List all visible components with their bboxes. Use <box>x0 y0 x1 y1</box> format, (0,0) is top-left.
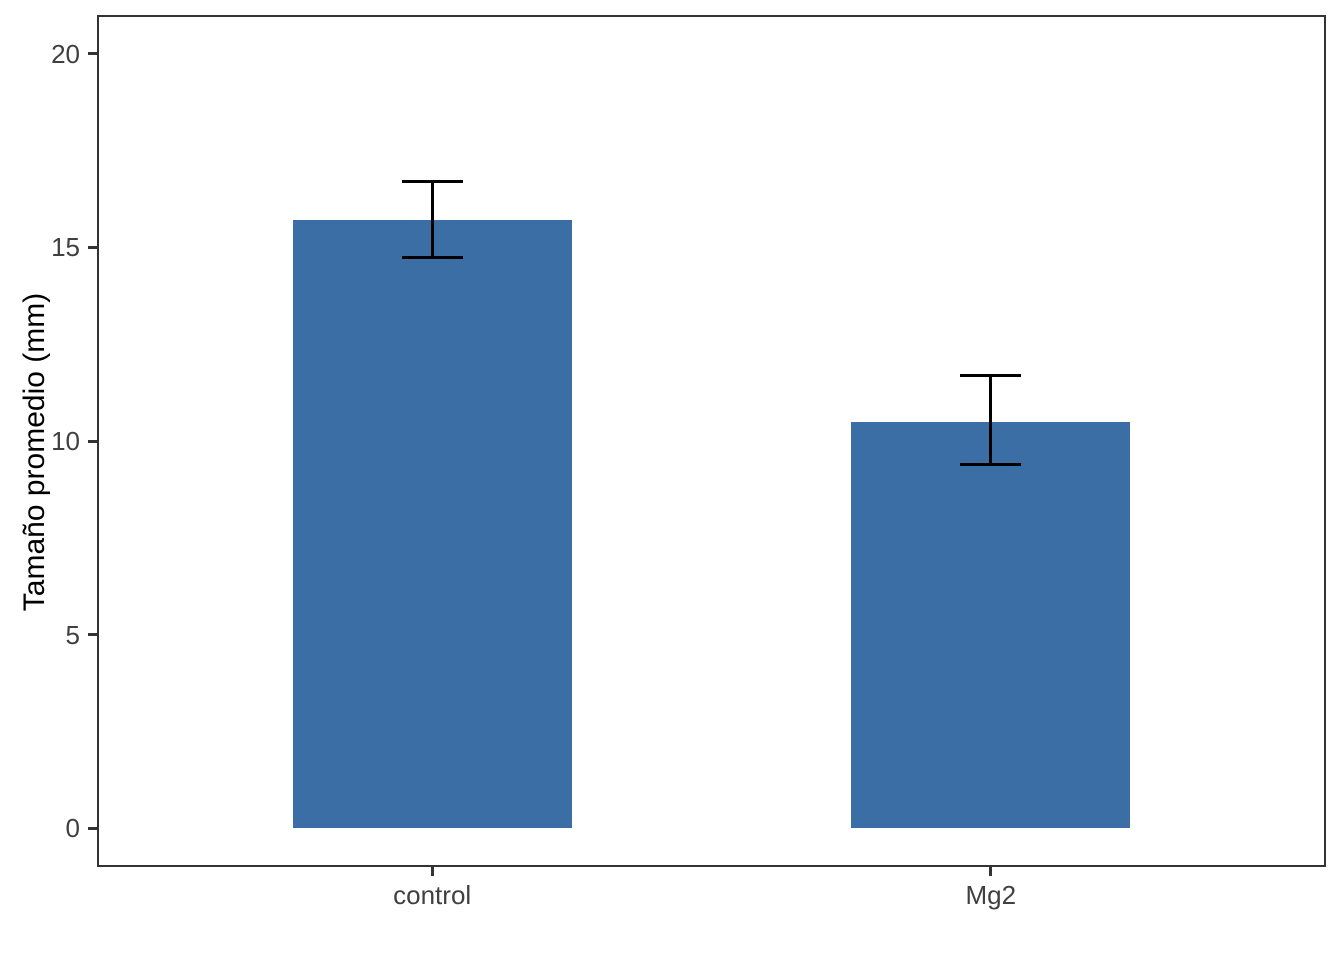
error-bar-cap-top-mg2 <box>960 373 1022 377</box>
x-axis-tick <box>430 867 434 876</box>
error-bar-cap-top-control <box>401 180 463 184</box>
y-axis-tick-label: 5 <box>65 619 80 650</box>
y-axis-tick <box>88 245 97 249</box>
error-bar-line-control <box>430 181 434 258</box>
y-axis-tick-label: 15 <box>51 232 80 263</box>
y-axis-tick-label: 20 <box>51 38 80 69</box>
y-axis-tick <box>88 52 97 56</box>
x-axis-category-label: control <box>393 880 472 910</box>
y-axis-tick <box>88 826 97 830</box>
y-axis-tick <box>88 633 97 637</box>
error-bar-line-mg2 <box>989 375 993 465</box>
x-axis-category-label: Mg2 <box>965 880 1017 910</box>
bar-control <box>292 220 572 829</box>
y-axis-tick-label: 0 <box>65 813 80 844</box>
bar-mg2 <box>851 421 1131 829</box>
error-bar-cap-bottom-control <box>401 255 463 259</box>
y-axis-tick <box>88 439 97 443</box>
plot-panel <box>97 15 1326 867</box>
x-axis-tick <box>989 867 993 876</box>
error-bar-cap-bottom-mg2 <box>960 462 1022 466</box>
y-axis-tick-label: 10 <box>51 426 80 456</box>
